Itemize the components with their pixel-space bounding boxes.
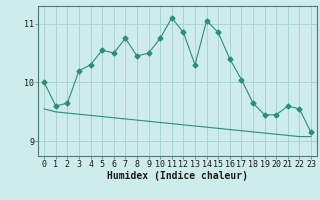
X-axis label: Humidex (Indice chaleur): Humidex (Indice chaleur) bbox=[107, 171, 248, 181]
